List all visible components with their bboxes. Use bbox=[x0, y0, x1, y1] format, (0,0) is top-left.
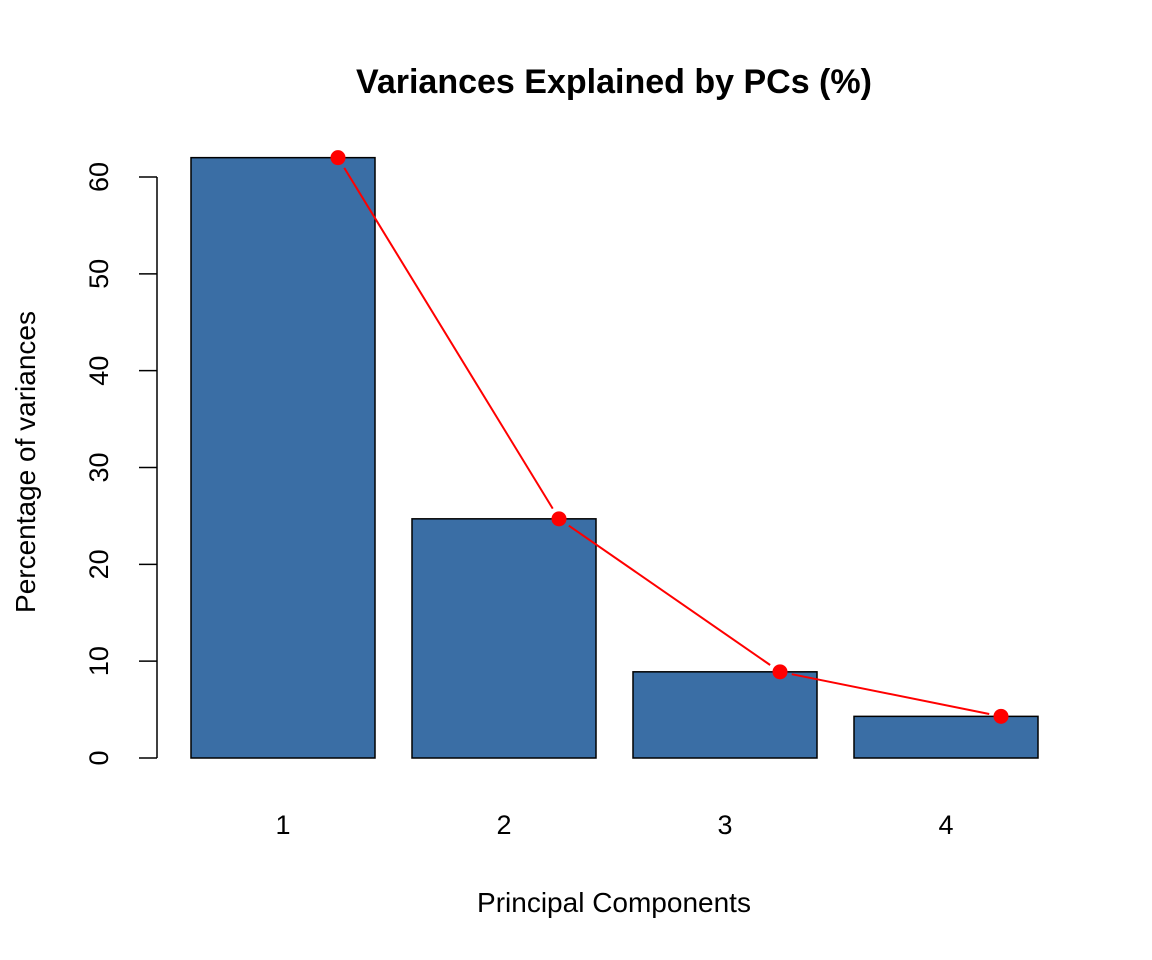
variance-line-overlay bbox=[330, 150, 1009, 724]
bar bbox=[411, 518, 597, 759]
y-axis-label: Percentage of variances bbox=[10, 311, 41, 613]
chart-title: Variances Explained by PCs (%) bbox=[356, 63, 872, 101]
y-tick-label: 40 bbox=[84, 356, 114, 386]
y-tick-label: 20 bbox=[84, 549, 114, 579]
y-tick-label: 60 bbox=[84, 162, 114, 192]
overlay-point bbox=[330, 150, 346, 166]
y-tick-label: 30 bbox=[84, 452, 114, 482]
y-axis: 0 10 20 30 40 50 60 bbox=[84, 162, 158, 766]
bar bbox=[632, 671, 818, 759]
overlay-point bbox=[551, 511, 567, 527]
overlay-point bbox=[772, 664, 788, 680]
overlay-segment bbox=[791, 673, 990, 715]
bar bbox=[853, 715, 1039, 759]
x-tick-label: 4 bbox=[938, 810, 953, 840]
x-tick-labels: 1 2 3 4 bbox=[275, 810, 953, 840]
x-axis-label: Principal Components bbox=[477, 887, 751, 918]
x-tick-label: 3 bbox=[717, 810, 732, 840]
bars-group bbox=[190, 156, 1039, 759]
y-tick-label: 50 bbox=[84, 259, 114, 289]
y-tick-label: 0 bbox=[84, 750, 114, 765]
overlay-segment bbox=[343, 167, 554, 510]
y-tick-label: 10 bbox=[84, 646, 114, 676]
x-tick-label: 2 bbox=[496, 810, 511, 840]
x-tick-label: 1 bbox=[275, 810, 290, 840]
bar bbox=[190, 156, 376, 759]
overlay-segment bbox=[568, 524, 771, 666]
overlay-point bbox=[993, 708, 1009, 724]
